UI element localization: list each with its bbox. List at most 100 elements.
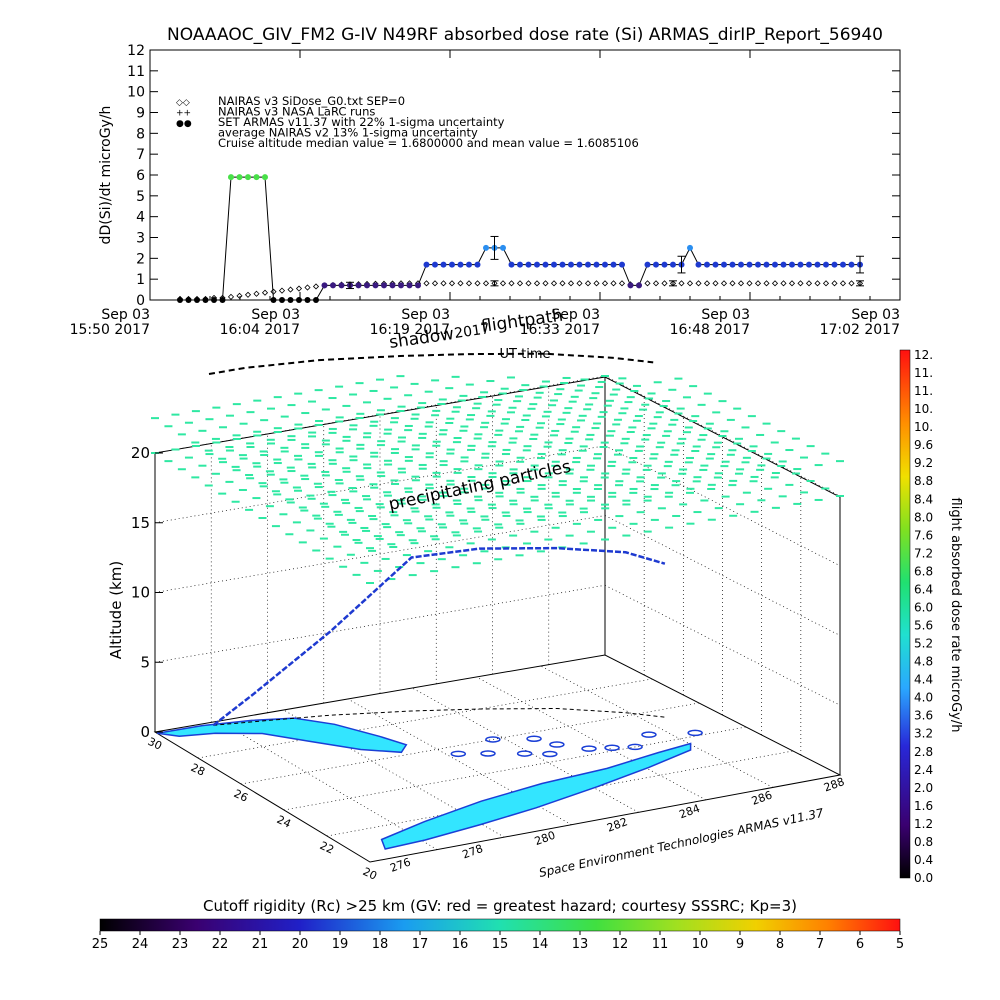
nairas-point [508,280,515,287]
altitude-tick-label: 15 [131,514,150,532]
nairas-point [253,290,260,297]
dose-y-tick-label: 10 [127,85,145,101]
armas-point [585,261,591,268]
nairas-point [227,293,235,300]
nairas-point [814,280,821,287]
dose-colorbar-tick-label: 0.4 [914,853,933,867]
dose-colorbar-ticks: 0.0 0.4 0.8 1.2 1.6 2.0 2.4 2.8 3.2 3.6 4.0 4.4 4.8 5… [914,348,933,885]
grid-line [604,584,841,706]
flight-path-line [212,546,666,727]
dose-colorbar-tick-label: 6.0 [914,600,933,614]
island-coast [526,735,542,742]
island-coast [549,741,565,748]
armas-point [236,174,243,181]
dose-colorbar-tick-label: 2.4 [914,763,933,777]
grid-line [604,445,841,567]
nairas-point [686,280,694,287]
dose-y-tick-label: 6 [136,168,145,184]
rc-tick-label: 8 [776,937,784,952]
armas-point [279,297,285,303]
dose-series [176,174,864,303]
nairas-point [703,280,711,287]
latitude-tick-label: 26 [232,787,250,805]
nairas-point [771,280,779,287]
armas-point [712,261,719,268]
rc-tick-label: 15 [492,937,509,952]
nairas-point [312,283,320,290]
rc-colorbar: Cutoff rigidity (Rc) >25 km (GV: red = g… [92,897,904,952]
dose-colorbar-tick-label: 6.4 [914,582,933,596]
nairas-point [559,280,566,287]
island-coast [480,750,496,757]
nairas-point [593,280,600,287]
armas-point [636,282,642,289]
nairas-point [542,280,549,287]
nairas-point [729,280,736,287]
dose-x-tick-time: 15:50 2017 [70,322,150,338]
island-coast [516,750,533,757]
latitude-tick-label: 24 [275,813,293,831]
latitude-tick-label: 30 [146,735,164,753]
nairas-point [746,280,753,287]
flight-path [208,352,666,727]
armas-point [372,282,379,289]
dose-x-tick-time: 16:33 2017 [520,322,600,338]
nairas-point [576,280,583,287]
armas-point [797,261,804,268]
latitude-tick-label: 22 [318,839,336,857]
dose-plot-frame [149,49,901,301]
dose-colorbar-tick-label: 11. [914,384,933,398]
rc-tick-label: 6 [856,937,864,952]
nairas-point [839,280,847,287]
nairas-point [610,280,617,287]
armas-point [245,174,251,181]
dose-colorbar-tick-label: 1.2 [914,817,933,831]
dose-x-tick-date: Sep 03 [851,307,900,323]
rc-tick-label: 16 [452,937,469,952]
armas-point [287,297,294,303]
armas-point [848,261,855,268]
nairas-point [567,280,575,287]
armas-point [695,261,702,268]
dose-colorbar-tick-label: 3.6 [914,709,933,723]
armas-point [602,261,608,268]
nairas-point [278,287,286,294]
armas-point [185,297,192,303]
dose-colorbar-tick-label: 5.6 [914,619,933,633]
nairas-point [763,280,770,287]
nairas-point [516,280,524,287]
armas-point [270,297,277,303]
armas-point [398,282,404,289]
altitude-axis-label: Altitude (km) [107,561,125,659]
armas-point [432,261,438,268]
rc-colorbar-ticks: 25 24 23 22 21 20 19 18 17 16 15 14 13 12 11 10 9 8 7 6 5 [92,931,904,952]
rc-tick-label: 18 [372,937,389,952]
dose-colorbar-tick-label: 0.0 [914,871,933,885]
dose-colorbar-tick-label: 4.0 [914,691,933,705]
armas-point [687,244,693,251]
grid-line [476,676,706,801]
armas-point [423,261,430,268]
dose-x-tick-date: Sep 03 [401,307,450,323]
nairas-point [661,280,668,287]
dose-colorbar-tick-label: 8.4 [914,492,933,506]
dose-colorbar-tick-label: 6.8 [914,564,933,578]
dose-legend-entry: Cruise altitude median value = 1.6800000… [218,136,639,150]
dose-legend-entry: average NAIRAS v2 13% 1-sigma uncertaint… [218,126,478,140]
dose-x-label: UT time [500,347,551,362]
dose-colorbar-tick-label: 1.6 [914,799,933,813]
dose-colorbar-tick-label: 4.4 [914,673,933,687]
precipitating-particles-field [151,375,844,584]
armas-point [296,297,302,303]
nairas-point [584,280,592,287]
dose-x-tick-date: Sep 03 [251,307,300,323]
nairas-point [440,280,447,287]
armas-point [355,282,362,289]
dose-y-tick-label: 8 [136,126,145,142]
armas-point [653,261,659,268]
nairas-point [780,280,787,287]
armas-point [789,261,795,268]
